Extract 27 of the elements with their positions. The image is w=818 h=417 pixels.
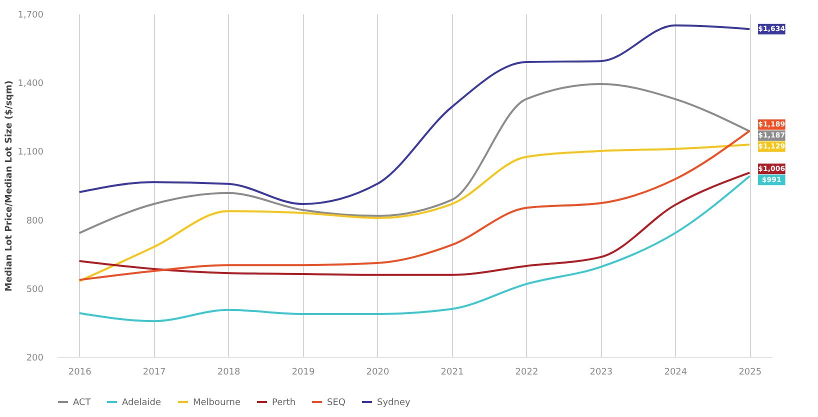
y-tick-label: 1,700 (18, 10, 44, 20)
y-tick-label: 1,400 (18, 79, 44, 90)
x-tick-label: 2016 (68, 368, 92, 378)
line-series (78, 24, 751, 206)
y-tick-label: 1,100 (18, 148, 44, 158)
y-axis-title: Median Lot Price/Median Lot Size ($/sqm) (4, 80, 15, 292)
x-tick-label: 2022 (515, 368, 538, 378)
line-series (78, 82, 751, 234)
legend-label: Perth (272, 398, 296, 408)
y-tick-label: 500 (26, 284, 44, 295)
x-tick-label: 2017 (142, 368, 166, 378)
legend-label: ACT (73, 398, 92, 408)
x-tick-label: 2018 (217, 368, 241, 378)
y-tick-label: 800 (26, 216, 44, 226)
x-tick-label: 2023 (590, 368, 613, 378)
x-tick-label: 2021 (440, 368, 464, 378)
x-tick-label: 2025 (738, 368, 762, 378)
legend-label: Sydney (377, 398, 411, 408)
legend-label: SEQ (327, 398, 346, 408)
legend-label: Adelaide (122, 398, 162, 408)
legend-label: Melbourne (193, 398, 241, 408)
y-tick-label: 200 (26, 354, 44, 364)
line-series (78, 172, 751, 276)
x-tick-label: 2020 (366, 368, 390, 378)
x-tick-label: 2024 (664, 368, 688, 378)
x-tick-label: 2019 (292, 368, 316, 378)
line-series (78, 175, 751, 322)
